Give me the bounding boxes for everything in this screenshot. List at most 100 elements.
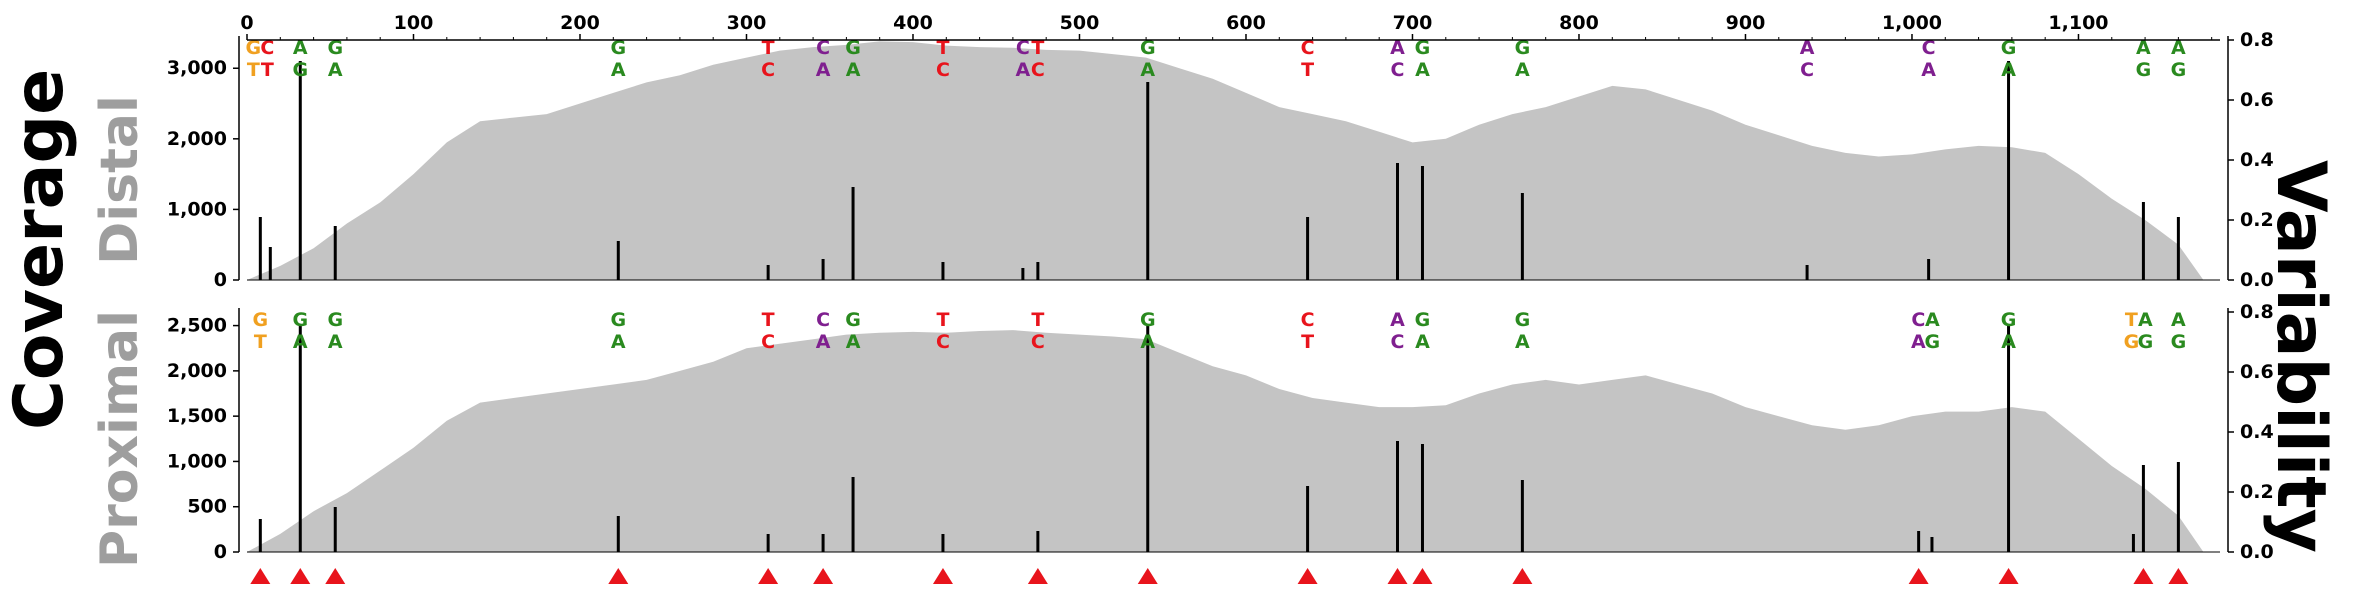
allele-letter-bottom: A [1415, 59, 1430, 81]
coverage-tick-label: 1,500 [167, 405, 227, 427]
allele-letter-top: A [1390, 309, 1405, 331]
allele-letter-bottom: A [846, 331, 861, 353]
site-marker [1998, 568, 2019, 584]
allele-letter-bottom: C [1391, 59, 1405, 81]
allele-letter-bottom: T [261, 59, 274, 81]
x-tick-label: 900 [1726, 12, 1766, 34]
allele-letter-bottom: A [2001, 331, 2016, 353]
allele-letter-top: G [1415, 37, 1431, 59]
site-marker [608, 568, 629, 584]
allele-letter-top: T [936, 37, 949, 59]
allele-letter-bottom: C [1800, 59, 1814, 81]
coverage-tick-label: 2,500 [167, 315, 227, 337]
allele-letter-top: G [327, 309, 343, 331]
allele-letter-bottom: C [936, 59, 950, 81]
allele-letter-bottom: C [1031, 331, 1045, 353]
site-marker [932, 568, 953, 584]
variability-tick-label: 0.0 [2240, 269, 2274, 291]
allele-letter-top: C [816, 37, 830, 59]
allele-letter-top: T [762, 309, 775, 331]
allele-letter-top: G [1515, 37, 1531, 59]
x-tick-label: 500 [1060, 12, 1100, 34]
coverage-tick-label: 2,000 [167, 128, 227, 150]
allele-letter-top: T [1031, 309, 1044, 331]
allele-letter-bottom: A [328, 331, 343, 353]
allele-letter-top: G [610, 37, 626, 59]
marker-row [250, 568, 2189, 584]
coverage-tick-label: 1,000 [167, 450, 227, 472]
allele-letter-top: C [1911, 309, 1925, 331]
allele-letter-top: G [2001, 309, 2017, 331]
site-marker [2133, 568, 2154, 584]
panel-proximal: 0 500 1,000 1,500 2,000 2,500 0.0 0.2 0.4 0.6 0.8 G… [167, 301, 2274, 563]
allele-letter-bottom: A [328, 59, 343, 81]
allele-letter-top: G [1515, 309, 1531, 331]
site-marker [813, 568, 834, 584]
allele-letter-bottom: G [2124, 331, 2140, 353]
allele-letter-top: A [293, 37, 308, 59]
allele-letter-bottom: G [2136, 59, 2152, 81]
site-marker [1297, 568, 1318, 584]
x-tick-label: 1,100 [2048, 12, 2108, 34]
allele-letter-top: A [2138, 309, 2153, 331]
allele-letter-bottom: A [1016, 59, 1031, 81]
allele-letter-bottom: C [1031, 59, 1045, 81]
variability-tick-label: 0.4 [2240, 149, 2274, 171]
coverage-tick-label: 0 [214, 541, 227, 563]
x-tick-label: 200 [560, 12, 600, 34]
allele-letter-top: G [327, 37, 343, 59]
variability-tick-label: 0.6 [2240, 361, 2274, 383]
allele-letter-top: A [1390, 37, 1405, 59]
allele-letter-bottom: A [816, 59, 831, 81]
allele-letter-top: A [2136, 37, 2151, 59]
allele-letter-bottom: G [2138, 331, 2154, 353]
allele-letter-bottom: G [2171, 331, 2187, 353]
allele-letter-top: G [610, 309, 626, 331]
site-marker [1027, 568, 1048, 584]
variability-tick-label: 0.2 [2240, 481, 2274, 503]
allele-letter-top: G [845, 309, 861, 331]
allele-letter-bottom: A [1515, 59, 1530, 81]
allele-letter-top: A [1800, 37, 1815, 59]
variability-tick-label: 0.8 [2240, 301, 2274, 323]
variability-tick-label: 0.0 [2240, 541, 2274, 563]
allele-letter-bottom: A [1415, 331, 1430, 353]
x-tick-label: 800 [1559, 12, 1599, 34]
coverage-tick-label: 1,000 [167, 198, 227, 220]
allele-letter-bottom: A [1911, 331, 1926, 353]
variability-axis-label: Variability [2261, 160, 2340, 553]
allele-letter-bottom: A [1515, 331, 1530, 353]
allele-letter-top: C [1301, 37, 1315, 59]
coverage-tick-label: 3,000 [167, 57, 227, 79]
variability-tick-label: 0.2 [2240, 209, 2274, 231]
x-tick-label: 600 [1226, 12, 1266, 34]
allele-letter-top: G [1140, 309, 1156, 331]
coverage-area [247, 330, 2204, 552]
allele-letter-top: G [253, 309, 269, 331]
allele-letter-top: G [1140, 37, 1156, 59]
x-tick-label: 1,000 [1882, 12, 1942, 34]
allele-letter-top: G [845, 37, 861, 59]
allele-letter-top: T [1031, 37, 1044, 59]
site-marker [325, 568, 346, 584]
allele-letter-bottom: T [1301, 331, 1314, 353]
allele-letter-top: C [260, 37, 274, 59]
allele-letter-bottom: A [846, 59, 861, 81]
x-axis: 0 100 200 300 400 500 600 700 800 900 1,000 1,100 [240, 12, 2220, 41]
allele-letter-bottom: G [2171, 59, 2187, 81]
allele-letter-top: A [1925, 309, 1940, 331]
allele-letter-bottom: A [611, 59, 626, 81]
distal-panel-label: Distal [90, 95, 150, 265]
allele-letter-top: T [2125, 309, 2138, 331]
coverage-tick-label: 2,000 [167, 360, 227, 382]
coverage-tick-label: 500 [187, 496, 227, 518]
x-tick-label: 0 [240, 12, 253, 34]
allele-letter-top: C [1301, 309, 1315, 331]
site-marker [1137, 568, 1158, 584]
coverage-area [247, 41, 2204, 281]
allele-letter-bottom: T [254, 331, 267, 353]
allele-letter-bottom: A [611, 331, 626, 353]
